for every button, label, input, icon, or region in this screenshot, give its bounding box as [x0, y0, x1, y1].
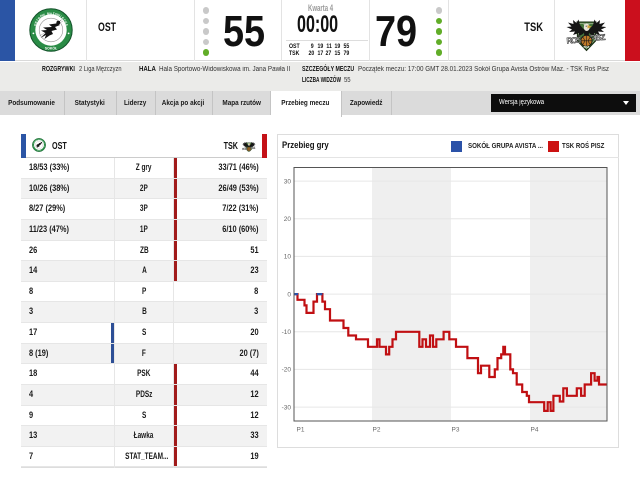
svg-text:W: W [41, 13, 45, 18]
svg-text:O: O [32, 23, 37, 27]
svg-text:A: A [49, 11, 52, 15]
svg-text:SOKÓŁ: SOKÓŁ [44, 46, 57, 51]
svg-text:K: K [63, 21, 68, 25]
svg-text:PISZ: PISZ [584, 45, 590, 49]
svg-text:R: R [34, 140, 36, 142]
svg-text:ROŚ: ROŚ [242, 145, 248, 150]
svg-text:PISZ: PISZ [248, 150, 250, 152]
svg-text:20: 20 [284, 216, 292, 223]
svg-text:A: A [64, 23, 69, 27]
svg-text:P2: P2 [373, 426, 381, 433]
svg-text:T: T [35, 18, 39, 22]
svg-text:-10: -10 [282, 329, 292, 336]
svg-text:E: E [60, 16, 64, 20]
svg-text:P3: P3 [452, 426, 460, 433]
svg-text:Ó: Ó [38, 13, 43, 19]
svg-text:O: O [54, 12, 58, 17]
svg-text:P1: P1 [297, 426, 305, 433]
svg-text:0: 0 [287, 291, 291, 298]
svg-text:ROŚ: ROŚ [566, 33, 582, 45]
svg-text:M: M [37, 139, 38, 141]
svg-text:10: 10 [284, 253, 292, 260]
svg-text:Z: Z [52, 11, 55, 15]
svg-text:Z: Z [39, 139, 40, 141]
svg-text:S: S [33, 21, 38, 25]
svg-text:M: M [46, 11, 50, 15]
svg-text:K: K [42, 142, 44, 144]
svg-text:P4: P4 [531, 426, 539, 433]
svg-text:W: W [56, 13, 60, 18]
svg-text:I: I [59, 15, 62, 19]
svg-text:W: W [35, 139, 37, 141]
svg-text:W: W [40, 139, 42, 141]
svg-text:30: 30 [284, 178, 292, 185]
svg-text:-30: -30 [282, 404, 292, 411]
svg-text:T: T [33, 141, 35, 143]
svg-text:O: O [33, 143, 35, 145]
svg-text:R: R [36, 15, 41, 20]
svg-text:E: E [41, 141, 43, 143]
svg-text:C: C [42, 141, 44, 143]
svg-text:C: C [62, 18, 67, 23]
svg-text:O: O [39, 139, 41, 141]
svg-text:-20: -20 [282, 366, 292, 373]
svg-text:PISZ: PISZ [590, 33, 606, 43]
svg-text:S: S [33, 142, 35, 144]
svg-text:PISZ: PISZ [250, 145, 256, 149]
